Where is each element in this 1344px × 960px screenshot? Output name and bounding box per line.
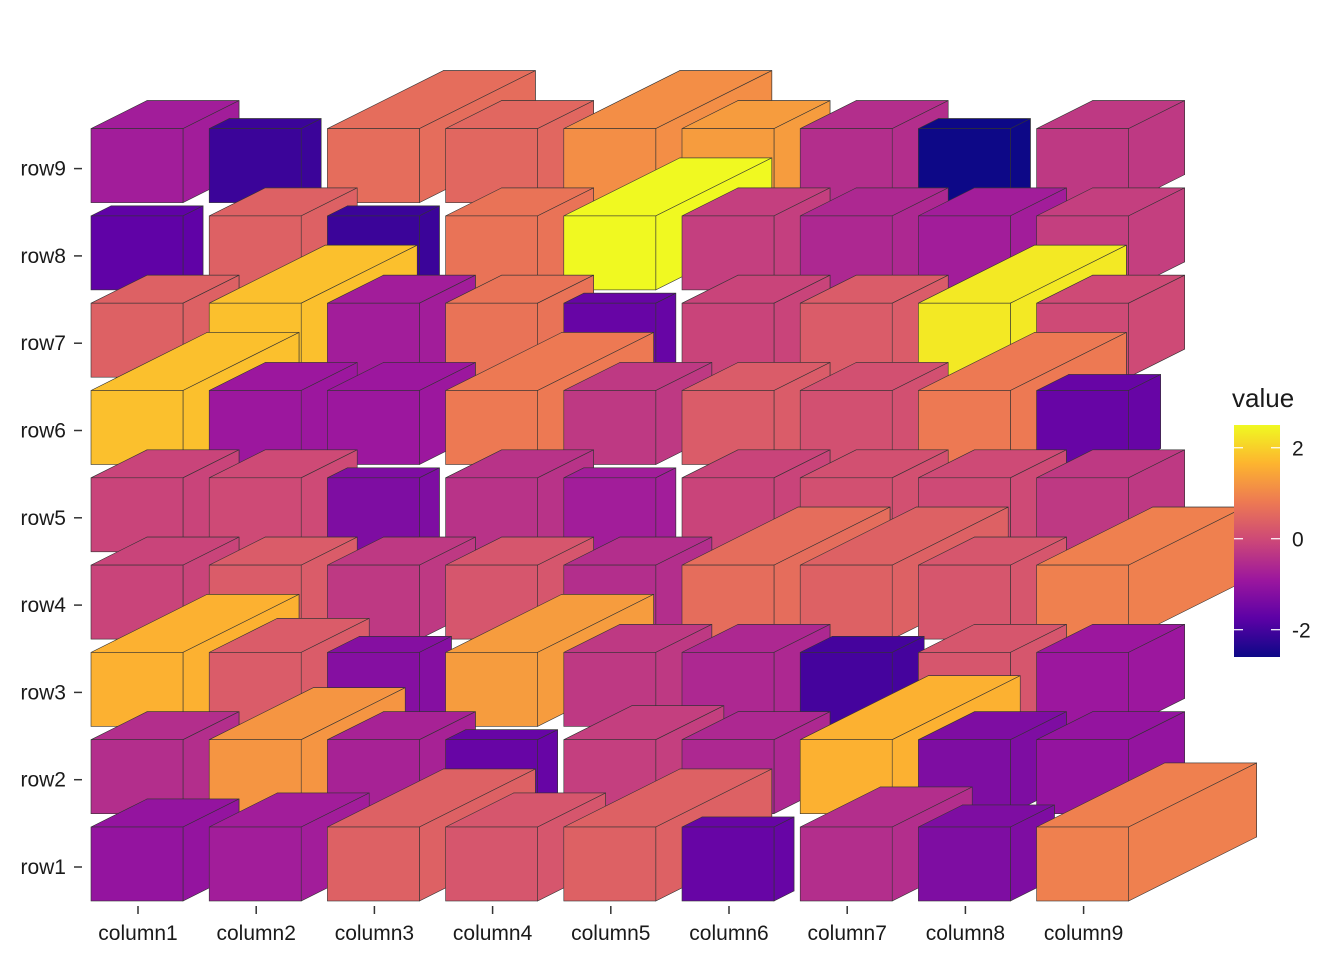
y-tick-label: row4 <box>20 594 66 617</box>
legend: value -2 0 2 <box>1232 383 1311 657</box>
y-axis: row1 row2 row3 row4 row5 row6 row7 row8 row9 <box>20 158 82 879</box>
legend-tick-label: -2 <box>1292 620 1311 643</box>
y-tick-label: row6 <box>20 420 66 443</box>
plot-area <box>90 70 1257 902</box>
cube-side-face <box>773 816 795 902</box>
cube-front-face <box>681 826 775 902</box>
x-tick-label: column5 <box>571 922 650 945</box>
legend-tick-label: 2 <box>1292 438 1304 461</box>
x-tick-label: column9 <box>1044 922 1123 945</box>
cube-front-face <box>90 826 184 902</box>
y-tick-label: row5 <box>20 507 66 530</box>
y-tick-label: row2 <box>20 769 66 792</box>
cube-front-face <box>445 826 538 902</box>
cube-row1-column9 <box>1036 762 1257 902</box>
x-tick-label: column8 <box>926 922 1005 945</box>
cube-front-face <box>799 826 893 902</box>
y-tick-label: row9 <box>20 158 66 181</box>
cube-row1-column8 <box>918 804 1055 902</box>
cube-row9-column9 <box>1036 100 1185 204</box>
legend-ticks: -2 0 2 <box>1234 438 1311 643</box>
x-tick-label: column4 <box>453 922 533 945</box>
x-tick-label: column2 <box>217 922 296 945</box>
cube-row3-column9 <box>1036 623 1185 727</box>
cube-front-face <box>90 128 184 203</box>
cube-row5-column3 <box>327 467 440 553</box>
cube-front-face <box>327 826 420 902</box>
cube-front-face <box>208 826 302 902</box>
cube-front-face <box>1036 826 1129 902</box>
legend-title: value <box>1232 383 1294 413</box>
cube-front-face <box>918 826 1011 902</box>
cube-front-face <box>563 826 657 902</box>
cube-row1-column6 <box>681 816 795 902</box>
x-tick-label: column6 <box>689 922 768 945</box>
y-tick-label: row7 <box>20 332 66 355</box>
cube-row9-column2 <box>208 118 322 204</box>
y-tick-label: row3 <box>20 681 66 704</box>
x-tick-label: column1 <box>98 922 177 945</box>
y-tick-label: row1 <box>20 856 66 879</box>
y-tick-label: row8 <box>20 245 66 268</box>
x-tick-label: column3 <box>335 922 414 945</box>
legend-colorbar <box>1234 425 1280 657</box>
legend-tick-label: 0 <box>1292 529 1304 552</box>
cube-row6-column7 <box>799 362 949 465</box>
x-axis: column1 column2 column3 column4 column5 colum… <box>98 906 1123 945</box>
x-tick-label: column7 <box>808 922 887 945</box>
cube-front-face <box>327 128 420 203</box>
